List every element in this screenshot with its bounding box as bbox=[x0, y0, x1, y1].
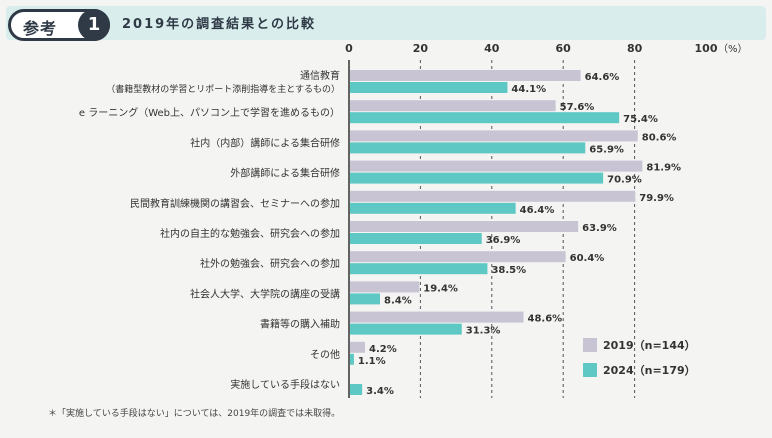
bar-2024 bbox=[350, 263, 488, 275]
bar-2024 bbox=[350, 293, 380, 305]
bar-2019 bbox=[350, 341, 365, 353]
badge-label: 参考 bbox=[23, 19, 58, 38]
category-label: 社内の自主的な勉強会、研究会への参加 bbox=[160, 227, 340, 240]
footnote: ＊「実施している手段はない」については、2019年の調査では未取得。 bbox=[48, 409, 341, 419]
bar-2019 bbox=[350, 311, 524, 323]
x-tick-label: 80 bbox=[627, 42, 643, 55]
data-label-2024: 3.4% bbox=[366, 386, 394, 397]
data-label-2019: 19.4% bbox=[423, 283, 458, 294]
category-label: e ラーニング（Web上、パソコン上で学習を進めるもの） bbox=[79, 106, 340, 119]
data-label-2019: 57.6% bbox=[560, 102, 595, 113]
data-label-2024: 31.3% bbox=[466, 326, 501, 337]
data-label-2024: 70.9% bbox=[607, 175, 642, 186]
data-label-2019: 80.6% bbox=[642, 132, 677, 143]
data-label-2019: 60.4% bbox=[570, 253, 605, 264]
legend-label-2024: 2024（n=179） bbox=[603, 364, 696, 377]
x-tick-label: 40 bbox=[484, 42, 500, 55]
category-label: 実施している手段はない bbox=[230, 378, 340, 391]
category-label: 社会人大学、大学院の講座の受講 bbox=[190, 287, 340, 300]
bar-2019 bbox=[350, 130, 638, 142]
bar-2024 bbox=[350, 172, 604, 184]
bar-2024 bbox=[350, 233, 482, 244]
x-tick-label: 0 bbox=[345, 42, 353, 55]
chart-title: 2019年の調査結果との比較 bbox=[122, 17, 317, 32]
bar-2024 bbox=[350, 384, 363, 395]
bar-2024 bbox=[350, 82, 508, 93]
data-label-2024: 38.5% bbox=[491, 265, 526, 276]
reference-badge: 参考 1 bbox=[8, 9, 110, 41]
x-tick-label: 20 bbox=[413, 42, 429, 55]
data-label-2024: 46.4% bbox=[520, 205, 555, 216]
data-label-2024: 65.9% bbox=[589, 144, 624, 155]
category-label: 社内（内部）講師による集合研修 bbox=[190, 136, 340, 149]
bar-2024 bbox=[350, 112, 620, 124]
bar-2024 bbox=[350, 142, 586, 154]
category-label: その他 bbox=[310, 348, 340, 361]
bar-2019 bbox=[350, 70, 581, 81]
bar-2024 bbox=[350, 202, 516, 214]
data-label-2019: 64.6% bbox=[585, 72, 620, 83]
header-bar bbox=[6, 6, 766, 40]
category-label: 社外の勉強会、研究会への参加 bbox=[200, 257, 340, 270]
badge-number: 1 bbox=[78, 9, 110, 41]
data-label-2024: 1.1% bbox=[358, 356, 386, 367]
bar-2019 bbox=[350, 221, 579, 232]
x-tick-label: 60 bbox=[556, 42, 572, 55]
category-label: 民間教育訓練機関の講習会、セミナーへの参加 bbox=[130, 197, 340, 210]
data-label-2019: 48.6% bbox=[528, 314, 563, 325]
data-label-2024: 36.9% bbox=[486, 235, 521, 246]
bar-2024 bbox=[350, 353, 354, 365]
legend-swatch-2019 bbox=[583, 338, 597, 352]
x-tick-label: 100 bbox=[695, 42, 718, 55]
bar-2019 bbox=[350, 251, 566, 263]
bar-2019 bbox=[350, 100, 556, 112]
legend-swatch-2024 bbox=[583, 363, 597, 377]
data-label-2019: 4.2% bbox=[369, 344, 397, 355]
bar-2019 bbox=[350, 160, 643, 172]
legend-label-2019: 2019（n=144） bbox=[603, 339, 696, 352]
category-label: 外部講師による集合研修 bbox=[230, 167, 340, 180]
category-label: 書籍等の購入補助 bbox=[260, 318, 340, 331]
data-label-2019: 79.9% bbox=[639, 193, 674, 204]
category-label-sub: （書籍型教材の学習とリポート添削指導を主とするもの） bbox=[106, 83, 340, 95]
category-label: 通信教育 bbox=[300, 69, 340, 82]
data-label-2024: 75.4% bbox=[623, 114, 658, 125]
bar-2019 bbox=[350, 281, 420, 293]
data-label-2019: 81.9% bbox=[646, 163, 681, 174]
data-label-2024: 8.4% bbox=[384, 295, 412, 306]
bar-2024 bbox=[350, 323, 462, 335]
bar-2019 bbox=[350, 190, 636, 202]
data-label-2024: 44.1% bbox=[511, 84, 546, 95]
data-label-2019: 63.9% bbox=[582, 223, 617, 234]
x-unit-label: （%） bbox=[718, 43, 748, 55]
